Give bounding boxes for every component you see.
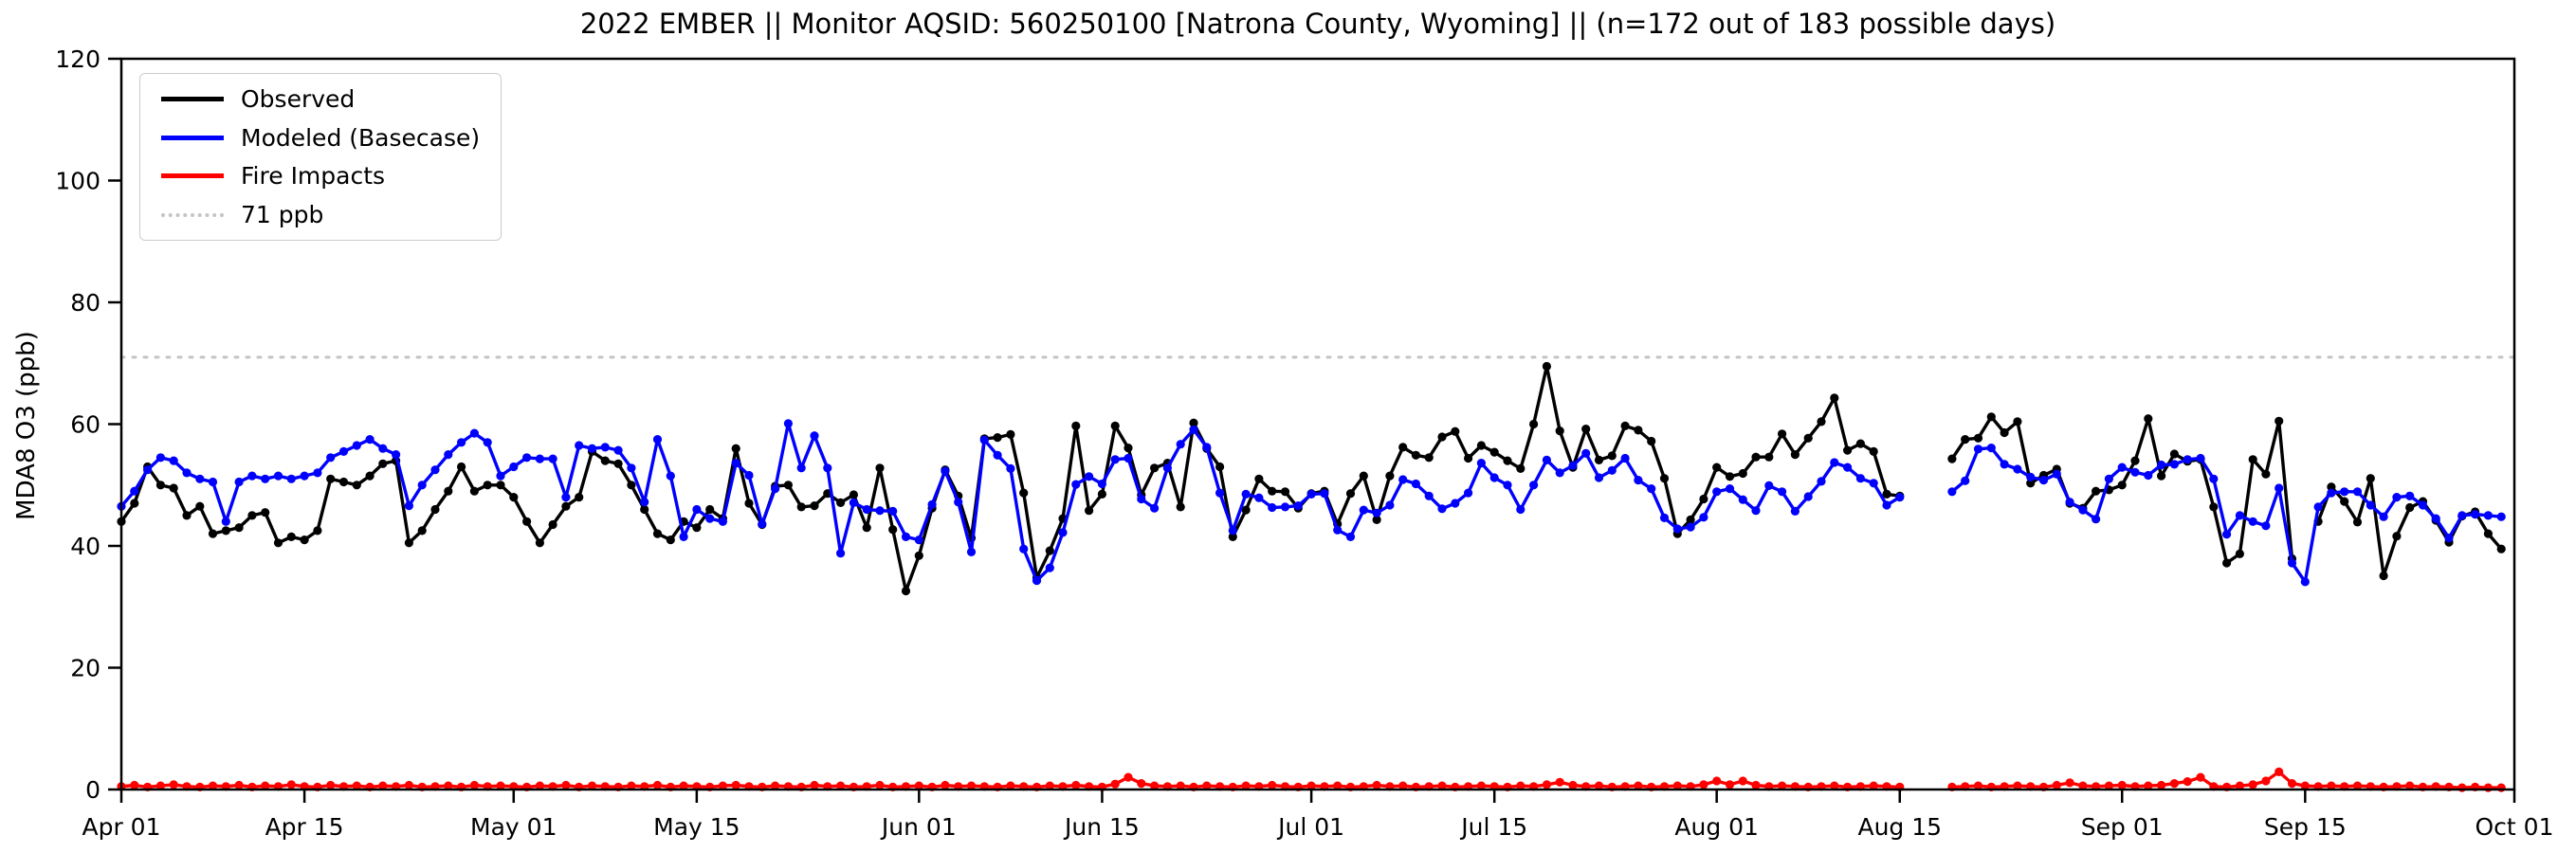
y-tick-label: 120 [55,45,100,73]
modeled-line-series [117,419,2506,587]
x-tick-label: Oct 01 [2476,813,2554,841]
y-tick-label: 0 [85,776,100,804]
y-tick-label: 20 [70,654,100,681]
observed-line-sample [161,96,224,101]
x-tick-label: May 01 [470,813,557,841]
chart-title: 2022 EMBER || Monitor AQSID: 560250100 [… [579,8,2056,40]
legend-item-fire: Fire Impacts [161,158,501,194]
legend-label-fire: Fire Impacts [241,162,386,191]
legend-item-observed: Observed [161,81,501,117]
x-tick-label: Jul 01 [1276,813,1344,841]
fire-line-sample [161,173,224,179]
x-tick-label: Aug 01 [1674,813,1759,841]
y-tick-label: 100 [55,167,100,194]
y-tick-label: 80 [70,289,100,317]
y-tick-label: 60 [70,410,100,438]
x-tick-label: Apr 15 [265,813,344,841]
legend-label-threshold: 71 ppb [241,201,324,229]
y-tick-label: 40 [70,533,100,560]
legend-item-modeled: Modeled (Basecase) [161,119,501,155]
legend-label-observed: Observed [241,84,356,113]
legend: Observed Modeled (Basecase) Fire Impacts… [139,73,502,241]
x-tick-label: Apr 01 [82,813,160,841]
x-tick-label: Jun 15 [1063,813,1140,841]
legend-item-threshold: 71 ppb [161,197,501,233]
x-tick-label: May 15 [653,813,740,841]
legend-label-modeled: Modeled (Basecase) [241,123,481,152]
x-tick-label: Jul 15 [1459,813,1527,841]
x-tick-label: Sep 01 [2081,813,2164,841]
x-tick-label: Sep 15 [2264,813,2347,841]
x-tick-label: Aug 15 [1857,813,1942,841]
threshold-line-sample [161,212,224,217]
modeled-line-sample [161,135,224,140]
x-tick-label: Jun 01 [880,813,957,841]
